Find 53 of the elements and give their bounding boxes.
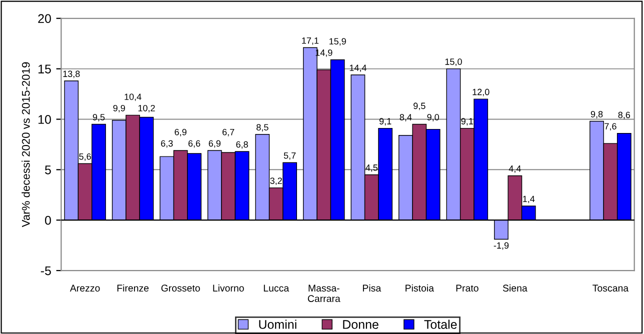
x-tick-label: Massa- Carrara [308, 284, 340, 302]
x-tick-label: Siena [502, 284, 528, 292]
data-label: 6,8 [236, 141, 248, 149]
y-tick-label: -5 [40, 266, 51, 276]
x-tick-label: Prato [456, 284, 478, 292]
data-label: 12,0 [472, 88, 490, 96]
data-label: 1,4 [523, 196, 535, 204]
data-label: 9,1 [461, 118, 474, 126]
x-tick-label: Pistoia [406, 284, 434, 292]
x-tick-label: Toscana [592, 284, 629, 292]
legend-label: Totale [424, 320, 457, 329]
legend-label: Donne [343, 320, 378, 329]
data-label: 8,6 [618, 112, 630, 120]
data-label: 14,4 [350, 64, 366, 72]
data-label: 6,3 [161, 140, 173, 148]
data-label: 3,2 [270, 178, 282, 186]
data-label: 6,6 [188, 140, 200, 148]
data-label: 7,6 [604, 123, 616, 131]
y-axis-title: Var% decessi 2020 vs 2015-2019 [22, 62, 30, 228]
y-tick-label: 10 [38, 115, 51, 124]
data-label: 5,7 [284, 152, 296, 160]
y-tick-label: 0 [44, 216, 51, 225]
data-label: 9,1 [379, 118, 392, 126]
data-label: 9,8 [590, 110, 603, 118]
data-label: 13,8 [63, 70, 80, 78]
data-label: 9,0 [427, 114, 440, 122]
data-label: 9,5 [92, 114, 105, 122]
x-tick-label: Livorno [213, 284, 244, 292]
x-tick-label: Firenze [117, 284, 149, 292]
data-label: 17,1 [302, 37, 319, 45]
x-tick-label: Lucca [264, 284, 290, 292]
data-label: 15,0 [445, 58, 462, 66]
y-tick-label: 15 [38, 64, 51, 74]
data-label: -1,9 [494, 242, 509, 250]
x-tick-label: Arezzo [70, 284, 100, 292]
legend-label: Uomini [259, 320, 296, 329]
x-tick-label: Pisa [362, 284, 382, 292]
data-label: 6,7 [222, 128, 234, 136]
data-label: 10,4 [124, 94, 142, 102]
y-tick-label: 5 [45, 166, 51, 174]
data-label: 10,2 [138, 104, 155, 112]
data-label: 4,5 [366, 164, 378, 172]
data-label: 6,9 [174, 128, 186, 136]
data-label: 8,4 [400, 114, 412, 122]
data-label: 8,5 [256, 124, 268, 132]
data-label: 5,6 [79, 153, 91, 161]
x-tick-label: Grosseto [161, 284, 200, 292]
data-label: 9,5 [414, 102, 426, 110]
data-label: 6,9 [208, 140, 221, 148]
data-label: 15,9 [329, 38, 346, 46]
data-label: 4,4 [508, 166, 521, 173]
y-tick-label: 20 [38, 14, 51, 24]
data-label: 9,9 [113, 104, 125, 112]
